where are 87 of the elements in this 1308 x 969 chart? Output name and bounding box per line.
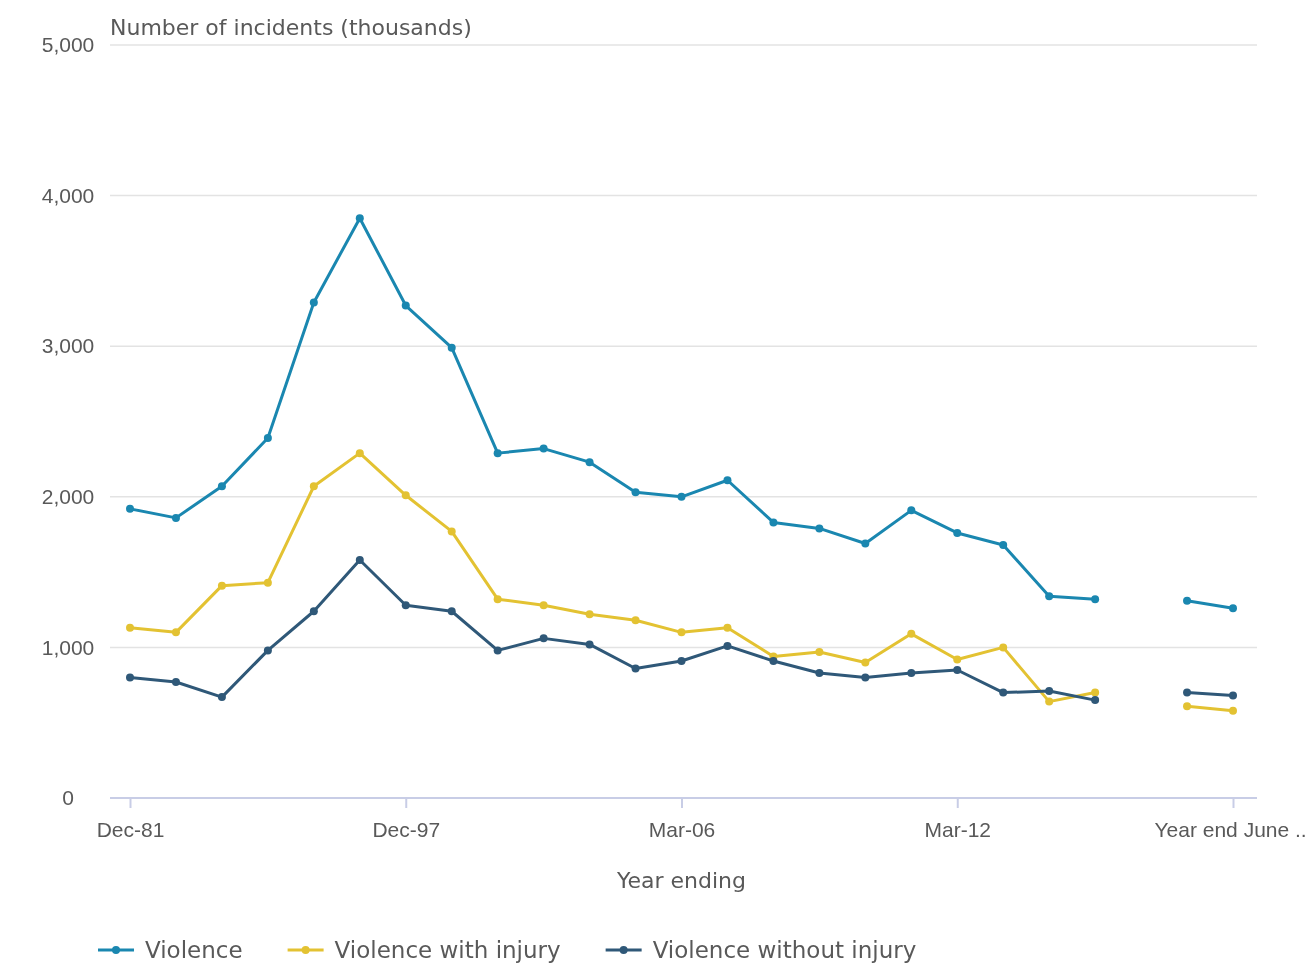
y-tick-label: 2,000 [41, 485, 95, 509]
point [126, 623, 134, 632]
point [493, 595, 502, 604]
point [309, 607, 318, 616]
point [263, 646, 272, 655]
point [953, 528, 962, 537]
point [217, 581, 226, 590]
x-tick-label: Dec-97 [372, 817, 441, 841]
point [1183, 702, 1192, 711]
x-tick-label: Dec-81 [96, 817, 165, 841]
point [585, 610, 594, 619]
point [861, 673, 870, 682]
point [723, 623, 732, 632]
legend-label: Violence with injury [334, 937, 561, 963]
point [1045, 592, 1054, 601]
point [355, 449, 364, 458]
point [723, 641, 732, 650]
y-tick-label: 4,000 [41, 183, 95, 207]
y-tick-label: 1,000 [41, 635, 95, 659]
point [539, 444, 548, 453]
point [907, 629, 916, 638]
point [723, 476, 732, 485]
y-tick-label: 5,000 [41, 33, 95, 57]
point [171, 513, 180, 522]
point [815, 647, 824, 656]
point [539, 601, 548, 610]
point [126, 673, 134, 682]
point [355, 214, 364, 223]
point [1091, 688, 1100, 697]
point [217, 482, 226, 491]
point [1045, 697, 1054, 706]
point [1045, 687, 1054, 696]
point [585, 458, 594, 467]
point [1183, 688, 1192, 697]
point [953, 665, 962, 674]
point [493, 449, 502, 458]
point [631, 664, 640, 673]
point [631, 616, 640, 625]
point [953, 655, 962, 664]
point [1091, 696, 1100, 705]
point [677, 656, 686, 665]
point [815, 524, 824, 533]
point [263, 578, 272, 587]
point [171, 628, 180, 637]
x-tick-label: Mar-06 [648, 817, 716, 841]
point [677, 492, 686, 501]
x-tick-label: Mar-12 [924, 817, 992, 841]
point [401, 491, 410, 500]
legend-label: Violence [145, 937, 243, 963]
point [309, 482, 318, 491]
point [999, 540, 1008, 549]
y-tick-label: 3,000 [41, 334, 95, 358]
y-tick-label: 0 [62, 786, 74, 810]
point [861, 539, 870, 548]
point [769, 518, 778, 527]
y-axis-title: Number of incidents (thousands) [110, 15, 472, 40]
point [401, 301, 410, 310]
point [1091, 595, 1100, 604]
point [309, 298, 318, 307]
point [585, 640, 594, 649]
x-tick-label: Year end June ... [1154, 817, 1308, 841]
point [447, 607, 456, 616]
point [447, 527, 456, 536]
point [447, 343, 456, 352]
point [631, 488, 640, 497]
point [126, 504, 134, 513]
point [677, 628, 686, 637]
point [263, 434, 272, 443]
point [355, 556, 364, 565]
point [999, 688, 1008, 697]
point [539, 634, 548, 643]
x-axis-title: Year ending [615, 868, 747, 893]
point [1229, 604, 1237, 613]
point [907, 669, 916, 677]
point [217, 693, 226, 702]
point [171, 678, 180, 687]
point [769, 656, 778, 665]
point [815, 669, 824, 677]
point [999, 643, 1008, 652]
point [493, 646, 502, 655]
point [1183, 596, 1192, 605]
point [401, 601, 410, 610]
point [1229, 706, 1237, 715]
point [1229, 691, 1237, 700]
point [861, 658, 870, 667]
point [907, 506, 916, 515]
legend-label: Violence without injury [652, 937, 917, 963]
